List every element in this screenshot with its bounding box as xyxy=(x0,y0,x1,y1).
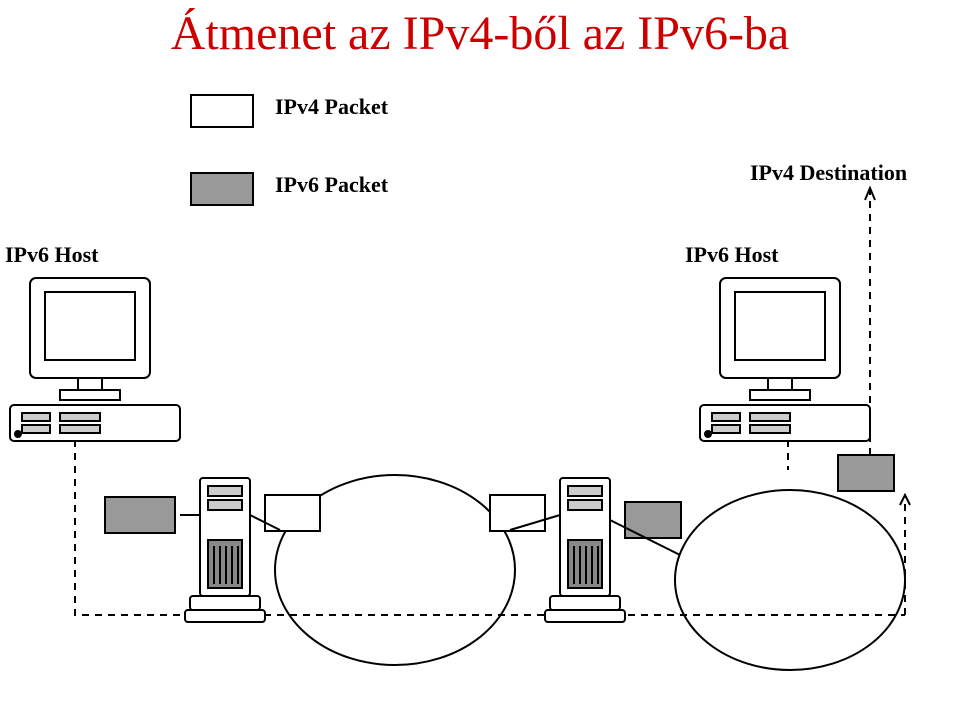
legend-ipv6-swatch xyxy=(190,172,254,206)
packet-v4-1 xyxy=(265,495,320,531)
router-left-icon xyxy=(185,478,265,622)
packet-v4-2 xyxy=(490,495,545,531)
label-ipv6-host-left: IPv6 Host xyxy=(5,242,99,268)
label-ipv4-internet: IPv4 Internet xyxy=(330,560,456,586)
label-token-ring: Token Ring xyxy=(740,570,849,596)
label-ipv4-destination: IPv4 Destination xyxy=(750,160,907,186)
ipv6-host-left-icon xyxy=(10,278,180,441)
link-left-router-cloud xyxy=(250,515,280,530)
packet-v6-3 xyxy=(838,455,894,491)
legend-ipv4-label: IPv4 Packet xyxy=(275,94,388,120)
arrowhead-dest xyxy=(865,188,875,200)
link-cloud-right-router xyxy=(510,515,560,530)
link-right-router-ring xyxy=(610,520,680,555)
arrowhead-1 xyxy=(900,495,910,505)
legend-ipv4-swatch xyxy=(190,94,254,128)
label-ipv6-host-right: IPv6 Host xyxy=(685,242,779,268)
page-title: Átmenet az IPv4-ből az IPv6-ba xyxy=(0,6,960,61)
legend-ipv6-label: IPv6 Packet xyxy=(275,172,388,198)
packet-v6-1 xyxy=(105,497,175,533)
packet-v6-2 xyxy=(625,502,681,538)
router-right-icon xyxy=(545,478,625,622)
diagram-stage: Átmenet az IPv4-ből az IPv6-ba IPv4 Pack… xyxy=(0,0,960,701)
ipv6-host-right-icon xyxy=(700,278,870,441)
